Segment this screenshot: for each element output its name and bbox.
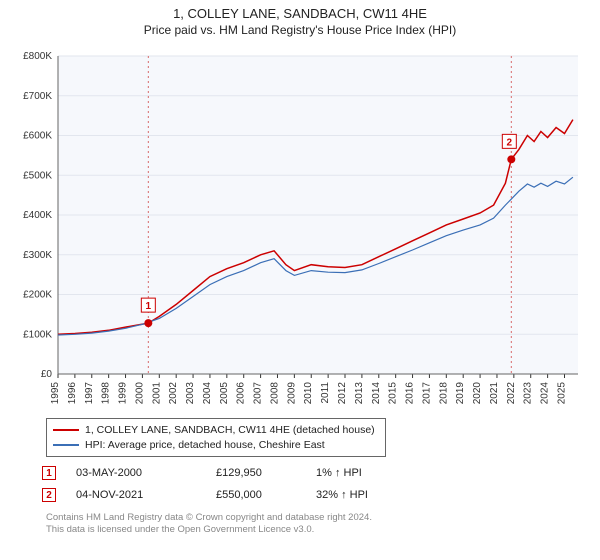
- sale-price: £129,950: [216, 467, 296, 479]
- sale-pct: 32% ↑ HPI: [316, 489, 406, 501]
- sale-marker-icon: 2: [42, 488, 56, 502]
- svg-text:2025: 2025: [556, 382, 567, 405]
- sale-date: 03-MAY-2000: [76, 467, 196, 479]
- svg-text:2016: 2016: [405, 382, 416, 405]
- svg-text:£400K: £400K: [23, 210, 52, 221]
- svg-text:2001: 2001: [151, 382, 162, 405]
- svg-text:2012: 2012: [337, 382, 348, 405]
- svg-text:1998: 1998: [101, 382, 112, 405]
- svg-text:£200K: £200K: [23, 290, 52, 301]
- svg-text:2023: 2023: [523, 382, 534, 405]
- svg-text:2017: 2017: [421, 382, 432, 405]
- sales-table: 1 03-MAY-2000 £129,950 1% ↑ HPI 2 04-NOV…: [42, 462, 406, 506]
- svg-text:1996: 1996: [67, 382, 78, 405]
- svg-text:2015: 2015: [388, 382, 399, 405]
- svg-text:2000: 2000: [134, 382, 145, 405]
- svg-text:2010: 2010: [303, 382, 314, 405]
- sale-pct: 1% ↑ HPI: [316, 467, 406, 479]
- svg-text:£800K: £800K: [23, 51, 52, 62]
- svg-text:1: 1: [146, 301, 152, 312]
- svg-text:2003: 2003: [185, 382, 196, 405]
- svg-text:2004: 2004: [202, 382, 213, 405]
- svg-text:2024: 2024: [540, 382, 551, 405]
- legend-label: 1, COLLEY LANE, SANDBACH, CW11 4HE (deta…: [85, 423, 375, 438]
- svg-text:2014: 2014: [371, 382, 382, 405]
- svg-text:2: 2: [507, 137, 513, 148]
- svg-text:2019: 2019: [455, 382, 466, 405]
- svg-text:1997: 1997: [84, 382, 95, 405]
- svg-text:£0: £0: [41, 369, 53, 380]
- svg-text:2006: 2006: [236, 382, 247, 405]
- svg-text:2002: 2002: [168, 382, 179, 405]
- line-chart: £0 £100K £200K £300K £400K £500K £600K £700K £80…: [10, 48, 590, 408]
- svg-text:2011: 2011: [320, 382, 331, 404]
- svg-text:2021: 2021: [489, 382, 500, 405]
- legend-swatch: [53, 429, 79, 431]
- legend-swatch: [53, 444, 79, 446]
- svg-text:2020: 2020: [472, 382, 483, 405]
- chart-header: 1, COLLEY LANE, SANDBACH, CW11 4HE Price…: [0, 0, 600, 41]
- svg-text:1999: 1999: [118, 382, 129, 405]
- attribution: Contains HM Land Registry data © Crown c…: [46, 512, 372, 537]
- svg-text:2007: 2007: [253, 382, 264, 405]
- attribution-line: Contains HM Land Registry data © Crown c…: [46, 512, 372, 524]
- svg-text:£100K: £100K: [23, 329, 52, 340]
- sale-date: 04-NOV-2021: [76, 489, 196, 501]
- sale-marker-icon: 1: [42, 466, 56, 480]
- svg-text:£300K: £300K: [23, 250, 52, 261]
- chart-title-address: 1, COLLEY LANE, SANDBACH, CW11 4HE: [0, 6, 600, 21]
- svg-text:£500K: £500K: [23, 170, 52, 181]
- chart-container: £0 £100K £200K £300K £400K £500K £600K £700K £80…: [10, 48, 590, 408]
- svg-text:2013: 2013: [354, 382, 365, 405]
- sale-price: £550,000: [216, 489, 296, 501]
- svg-text:1995: 1995: [50, 382, 61, 405]
- sale-row: 1 03-MAY-2000 £129,950 1% ↑ HPI: [42, 462, 406, 484]
- legend-item: 1, COLLEY LANE, SANDBACH, CW11 4HE (deta…: [53, 423, 379, 438]
- svg-text:£600K: £600K: [23, 131, 52, 142]
- chart-subtitle: Price paid vs. HM Land Registry's House …: [0, 23, 600, 37]
- svg-text:2008: 2008: [269, 382, 280, 405]
- svg-text:2018: 2018: [438, 382, 449, 405]
- legend-item: HPI: Average price, detached house, Ches…: [53, 438, 379, 453]
- svg-text:2022: 2022: [506, 382, 517, 405]
- svg-text:£700K: £700K: [23, 91, 52, 102]
- attribution-line: This data is licensed under the Open Gov…: [46, 524, 372, 536]
- svg-text:2005: 2005: [219, 382, 230, 405]
- svg-text:2009: 2009: [286, 382, 297, 405]
- legend: 1, COLLEY LANE, SANDBACH, CW11 4HE (deta…: [46, 418, 386, 457]
- legend-label: HPI: Average price, detached house, Ches…: [85, 438, 325, 453]
- sale-row: 2 04-NOV-2021 £550,000 32% ↑ HPI: [42, 484, 406, 506]
